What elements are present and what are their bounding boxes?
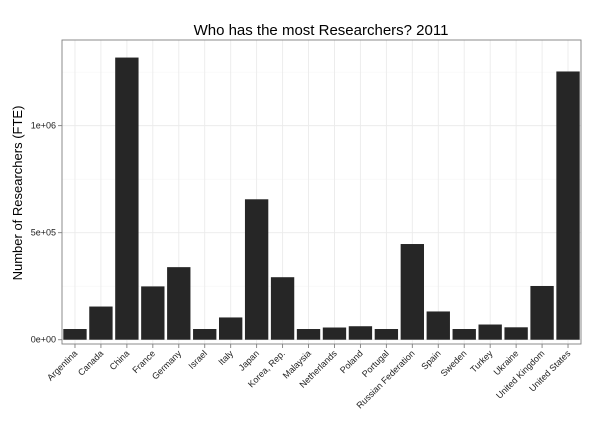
bar (89, 306, 113, 340)
plot-panel (61, 39, 582, 345)
x-tick-label: Spain (419, 348, 442, 371)
bar (244, 199, 269, 340)
x-tick-label: Canada (76, 348, 105, 377)
bar (504, 327, 528, 340)
x-tick-label: Argentina (45, 348, 79, 382)
y-tick-label: 1e+06 (31, 121, 56, 131)
bar (400, 244, 425, 340)
bars (63, 57, 580, 340)
bar (296, 329, 321, 340)
x-tick-label: Germany (150, 348, 184, 382)
x-tick-label: Italy (216, 348, 235, 367)
bar (348, 326, 373, 340)
y-tick-label: 0e+00 (31, 335, 56, 345)
x-tick-label: Japan (237, 348, 261, 372)
bar (556, 71, 580, 340)
bar (530, 285, 554, 340)
x-tick-label: China (108, 348, 132, 372)
y-tick-label: 5e+05 (31, 228, 56, 238)
y-axis-ticks: 0e+00 5e+05 1e+06 (31, 121, 62, 345)
y-axis-label: Number of Researchers (FTE) (10, 106, 25, 281)
x-tick-label: Sweden (439, 348, 469, 378)
grid-lines (62, 40, 581, 344)
bar (452, 329, 476, 340)
bar (167, 267, 191, 340)
bar (141, 286, 165, 340)
bar (426, 311, 450, 340)
x-tick-label: Israel (187, 348, 210, 371)
bar (193, 329, 217, 340)
bar (478, 324, 502, 340)
bar (270, 277, 295, 340)
bar (115, 57, 139, 340)
bar (63, 329, 87, 340)
chart-title: Who has the most Researchers? 2011 (194, 22, 449, 39)
bar (322, 327, 347, 340)
bar (218, 317, 243, 340)
bar (374, 329, 399, 340)
